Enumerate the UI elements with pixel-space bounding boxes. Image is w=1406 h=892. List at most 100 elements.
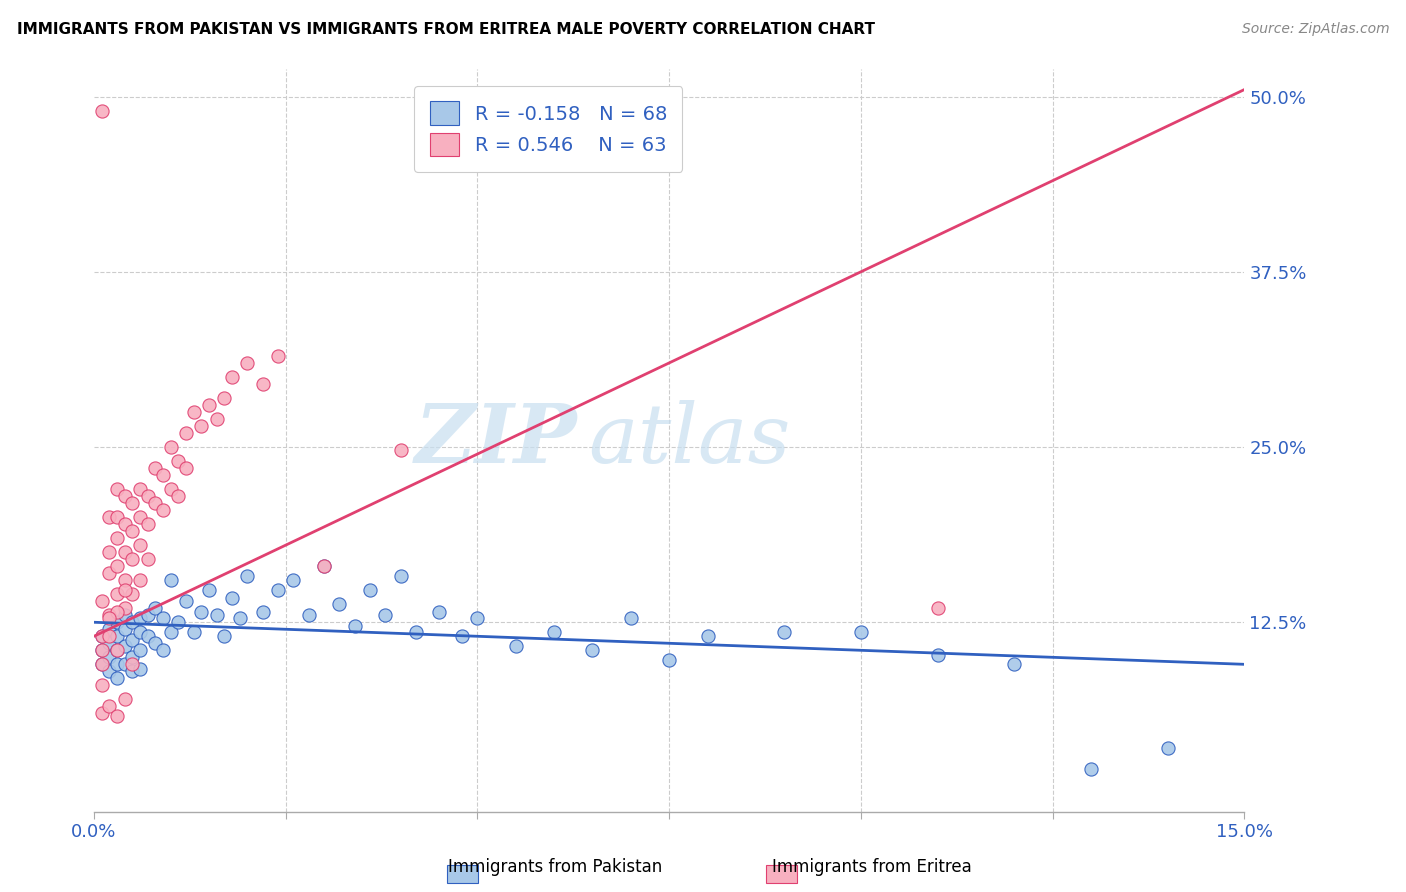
Point <box>114 692 136 706</box>
Point <box>143 601 166 615</box>
Point <box>98 510 121 524</box>
Point <box>129 573 152 587</box>
Point <box>98 608 121 623</box>
Point <box>267 582 290 597</box>
Point <box>98 629 121 643</box>
Point <box>152 611 174 625</box>
Point <box>105 559 128 574</box>
Point <box>90 594 112 608</box>
Point <box>312 559 335 574</box>
Point <box>152 468 174 483</box>
Point <box>174 461 197 475</box>
Point <box>121 496 143 510</box>
Point <box>114 545 136 559</box>
Point <box>236 569 259 583</box>
Point <box>505 639 527 653</box>
Text: Source: ZipAtlas.com: Source: ZipAtlas.com <box>1241 22 1389 37</box>
Point <box>620 611 643 625</box>
Point <box>136 489 159 503</box>
Point <box>105 587 128 601</box>
Point <box>228 611 250 625</box>
Point <box>129 510 152 524</box>
Point <box>927 648 949 662</box>
Point <box>114 601 136 615</box>
Text: IMMIGRANTS FROM PAKISTAN VS IMMIGRANTS FROM ERITREA MALE POVERTY CORRELATION CHA: IMMIGRANTS FROM PAKISTAN VS IMMIGRANTS F… <box>17 22 875 37</box>
Point <box>312 559 335 574</box>
Point <box>143 496 166 510</box>
Point <box>1080 763 1102 777</box>
Point <box>159 625 181 640</box>
Point <box>105 709 128 723</box>
Point <box>105 643 128 657</box>
Point <box>121 552 143 566</box>
Point <box>374 608 396 623</box>
Point <box>136 608 159 623</box>
Point <box>114 622 136 636</box>
Point <box>283 573 305 587</box>
Point <box>159 440 181 454</box>
Point <box>136 517 159 532</box>
Point <box>121 587 143 601</box>
Point <box>98 566 121 581</box>
Point <box>174 425 197 440</box>
Point <box>143 636 166 650</box>
Point <box>121 657 143 672</box>
Point <box>405 625 427 640</box>
Point <box>90 643 112 657</box>
Point <box>105 657 128 672</box>
Point <box>129 538 152 552</box>
Point <box>114 582 136 597</box>
Point <box>190 606 212 620</box>
Point <box>114 639 136 653</box>
Point <box>927 601 949 615</box>
Point <box>105 531 128 545</box>
Point <box>105 615 128 630</box>
Point <box>121 665 143 679</box>
Point <box>849 625 872 640</box>
Point <box>114 517 136 532</box>
Point <box>121 615 143 630</box>
Point <box>136 629 159 643</box>
Point <box>114 608 136 623</box>
Point <box>90 706 112 721</box>
Point <box>183 405 205 419</box>
Point <box>205 608 228 623</box>
Point <box>236 356 259 370</box>
Point <box>221 370 243 384</box>
Point <box>159 482 181 496</box>
Point <box>298 608 321 623</box>
Point <box>98 611 121 625</box>
Point <box>136 552 159 566</box>
Point <box>105 671 128 685</box>
Point <box>105 643 128 657</box>
Point <box>90 678 112 692</box>
Point <box>359 582 381 597</box>
Point <box>90 643 112 657</box>
Point <box>389 442 412 457</box>
Point <box>98 545 121 559</box>
Point <box>114 489 136 503</box>
Point <box>267 349 290 363</box>
Point <box>190 419 212 434</box>
Point <box>105 629 128 643</box>
Point <box>90 657 112 672</box>
Point <box>174 594 197 608</box>
Point <box>129 482 152 496</box>
Point <box>152 503 174 517</box>
Point <box>121 524 143 538</box>
Point <box>427 606 450 620</box>
Point <box>105 606 128 620</box>
Text: Immigrants from Eritrea: Immigrants from Eritrea <box>772 858 972 876</box>
Point <box>129 625 152 640</box>
Text: Immigrants from Pakistan: Immigrants from Pakistan <box>449 858 662 876</box>
Point <box>114 573 136 587</box>
Point <box>90 103 112 118</box>
Point <box>389 569 412 583</box>
Legend: R = -0.158   N = 68, R = 0.546    N = 63: R = -0.158 N = 68, R = 0.546 N = 63 <box>415 86 682 172</box>
Text: atlas: atlas <box>589 400 792 480</box>
Point <box>129 611 152 625</box>
Point <box>183 625 205 640</box>
Point <box>167 615 190 630</box>
Point <box>773 625 796 640</box>
Point <box>90 629 112 643</box>
